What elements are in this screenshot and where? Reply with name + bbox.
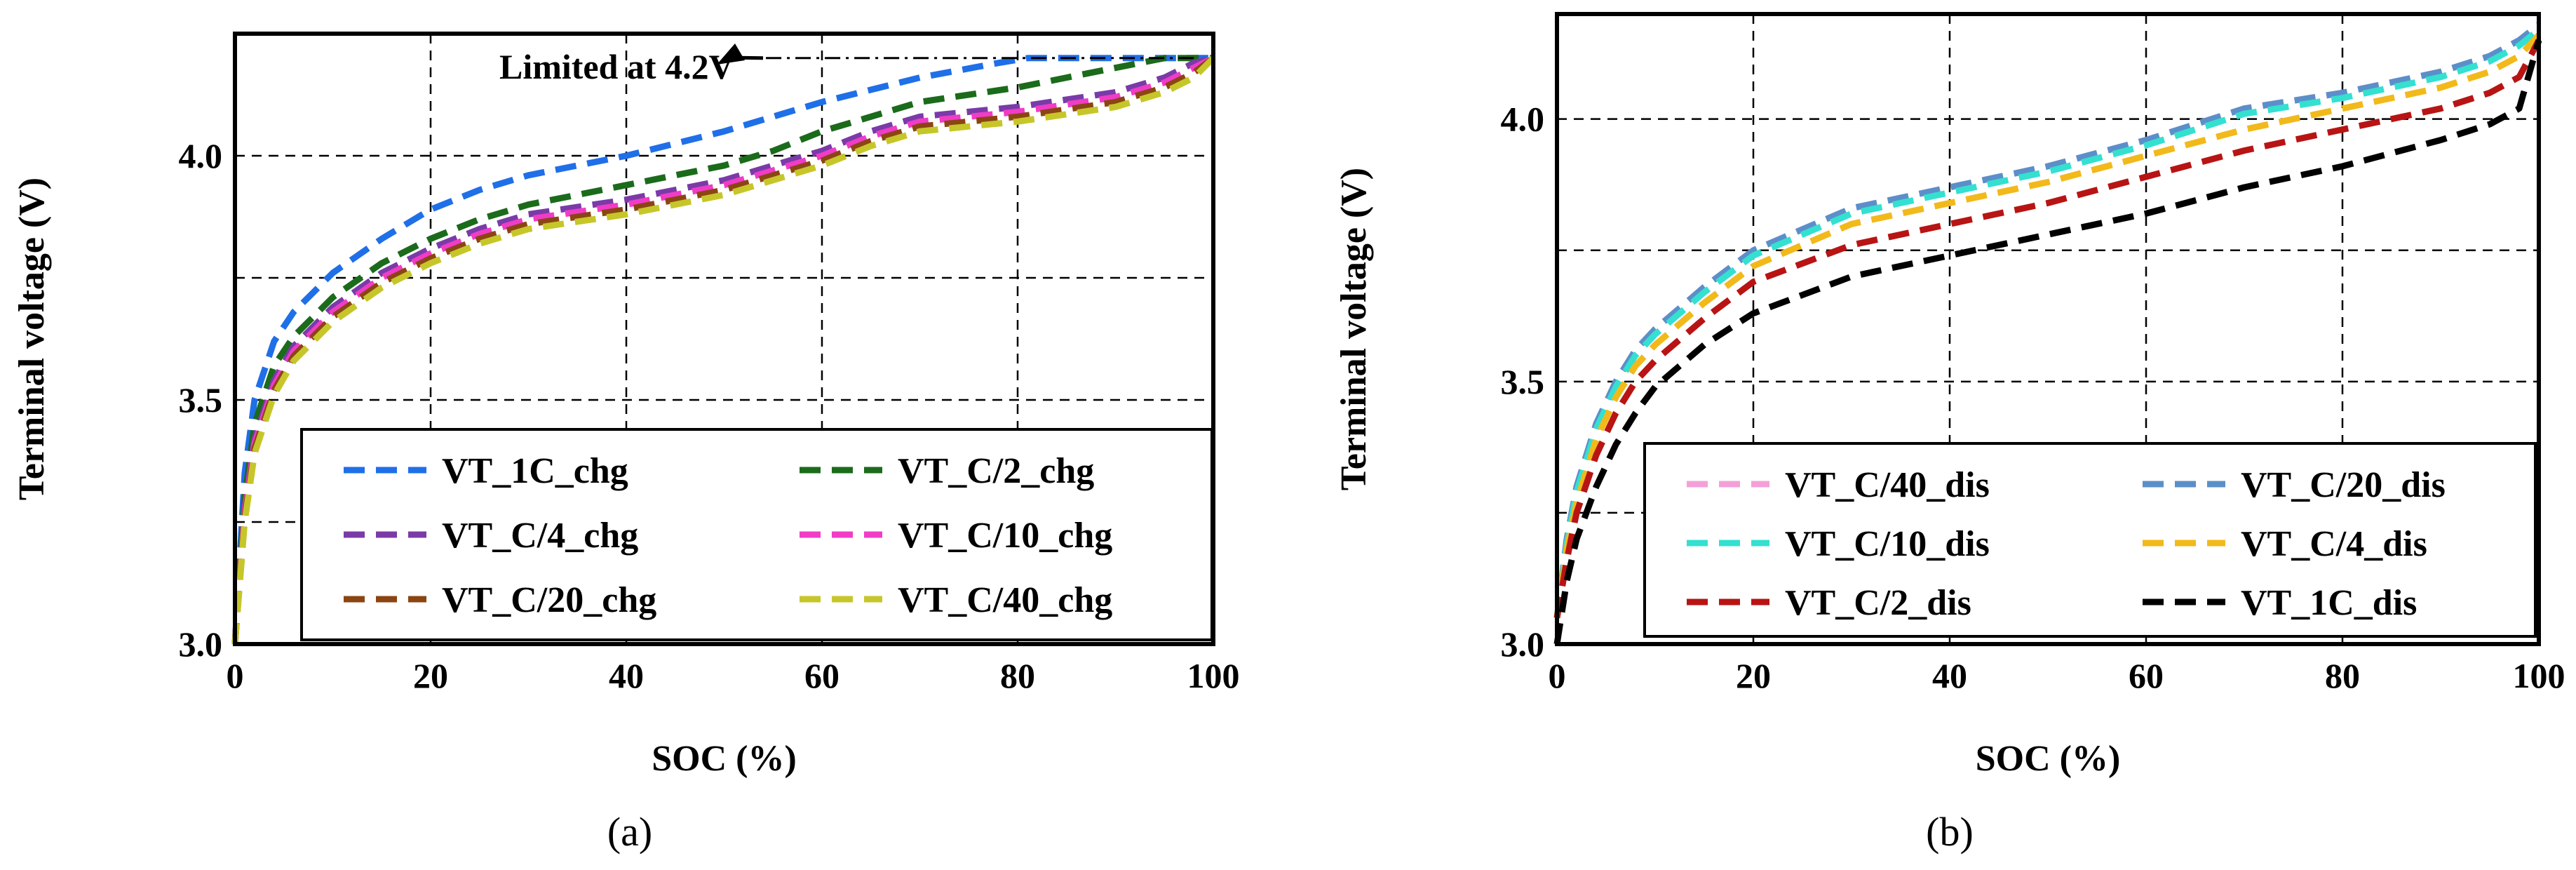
x-tick-label: 40 [609, 656, 644, 695]
series-line-4 [231, 55, 1215, 645]
legend-box [1643, 442, 2537, 638]
legend-label: VT_C/4_chg [442, 516, 638, 556]
series-line-4 [1553, 32, 2542, 619]
series-line-6 [231, 55, 1216, 645]
x-axis-label: SOC (%) [652, 739, 797, 779]
y-tick-label: 4.0 [179, 136, 223, 175]
panel-a-chart: 0 20 40 60 80 100 3.0 3.5 4.0 SOC (%) Terminal vol… [12, 32, 1240, 779]
x-tick-label: 100 [1187, 656, 1240, 695]
x-tick-label: 60 [2129, 656, 2164, 695]
series-line-6 [1553, 39, 2542, 645]
series-line-1 [231, 55, 1213, 645]
y-tick-label: 3.5 [1501, 362, 1545, 401]
y-tick-label: 4.0 [1501, 100, 1545, 139]
x-tick-label: 40 [1932, 656, 1967, 695]
legend-label: VT_C/10_dis [1785, 524, 1990, 564]
legend-label: VT_C/20_chg [442, 580, 656, 620]
annotation-text: Limited at 4.2V [499, 47, 734, 86]
legend-label: VT_C/4_dis [2241, 524, 2427, 564]
x-tick-label: 80 [2325, 656, 2360, 695]
legend-label: VT_C/2_chg [898, 451, 1094, 491]
series-line-2 [231, 55, 1213, 645]
x-tick-label: 80 [1000, 656, 1035, 695]
legend-label: VT_C/10_chg [898, 516, 1112, 556]
legend-label: VT_C/2_dis [1785, 583, 1971, 623]
legend-label: VT_C/40_chg [898, 580, 1112, 620]
legend-box [300, 428, 1213, 641]
x-tick-label: 60 [804, 656, 839, 695]
legend-label: VT_C/40_dis [1785, 465, 1990, 505]
legend-label: VT_1C_chg [442, 451, 628, 491]
legend-label: VT_1C_dis [2241, 583, 2417, 623]
plot-frame [233, 32, 1215, 646]
x-tick-label: 100 [2513, 656, 2565, 695]
series-line-5 [1553, 39, 2542, 619]
caption-a: (a) [607, 809, 652, 855]
series-line-3 [1553, 27, 2541, 619]
y-axis-label: Terminal voltage (V) [1334, 168, 1374, 490]
x-tick-label: 0 [227, 656, 244, 695]
x-axis-label: SOC (%) [1976, 739, 2121, 779]
series-line-3 [231, 55, 1215, 645]
caption-b: (b) [1926, 809, 1974, 855]
y-tick-label: 3.5 [179, 380, 223, 420]
y-tick-label: 3.0 [1501, 624, 1545, 664]
plot-frame [1555, 12, 2541, 646]
y-tick-label: 3.0 [179, 624, 223, 664]
x-tick-label: 20 [1736, 656, 1771, 695]
x-tick-label: 20 [413, 656, 448, 695]
y-axis-label: Terminal voltage (V) [12, 178, 52, 500]
x-tick-label: 0 [1549, 656, 1566, 695]
annotation-arrow-head [717, 44, 745, 65]
panel-b-chart: 0 20 40 60 80 100 3.0 3.5 4.0 SOC (%) Terminal vol… [1334, 12, 2565, 779]
legend-label: VT_C/20_dis [2241, 465, 2446, 505]
